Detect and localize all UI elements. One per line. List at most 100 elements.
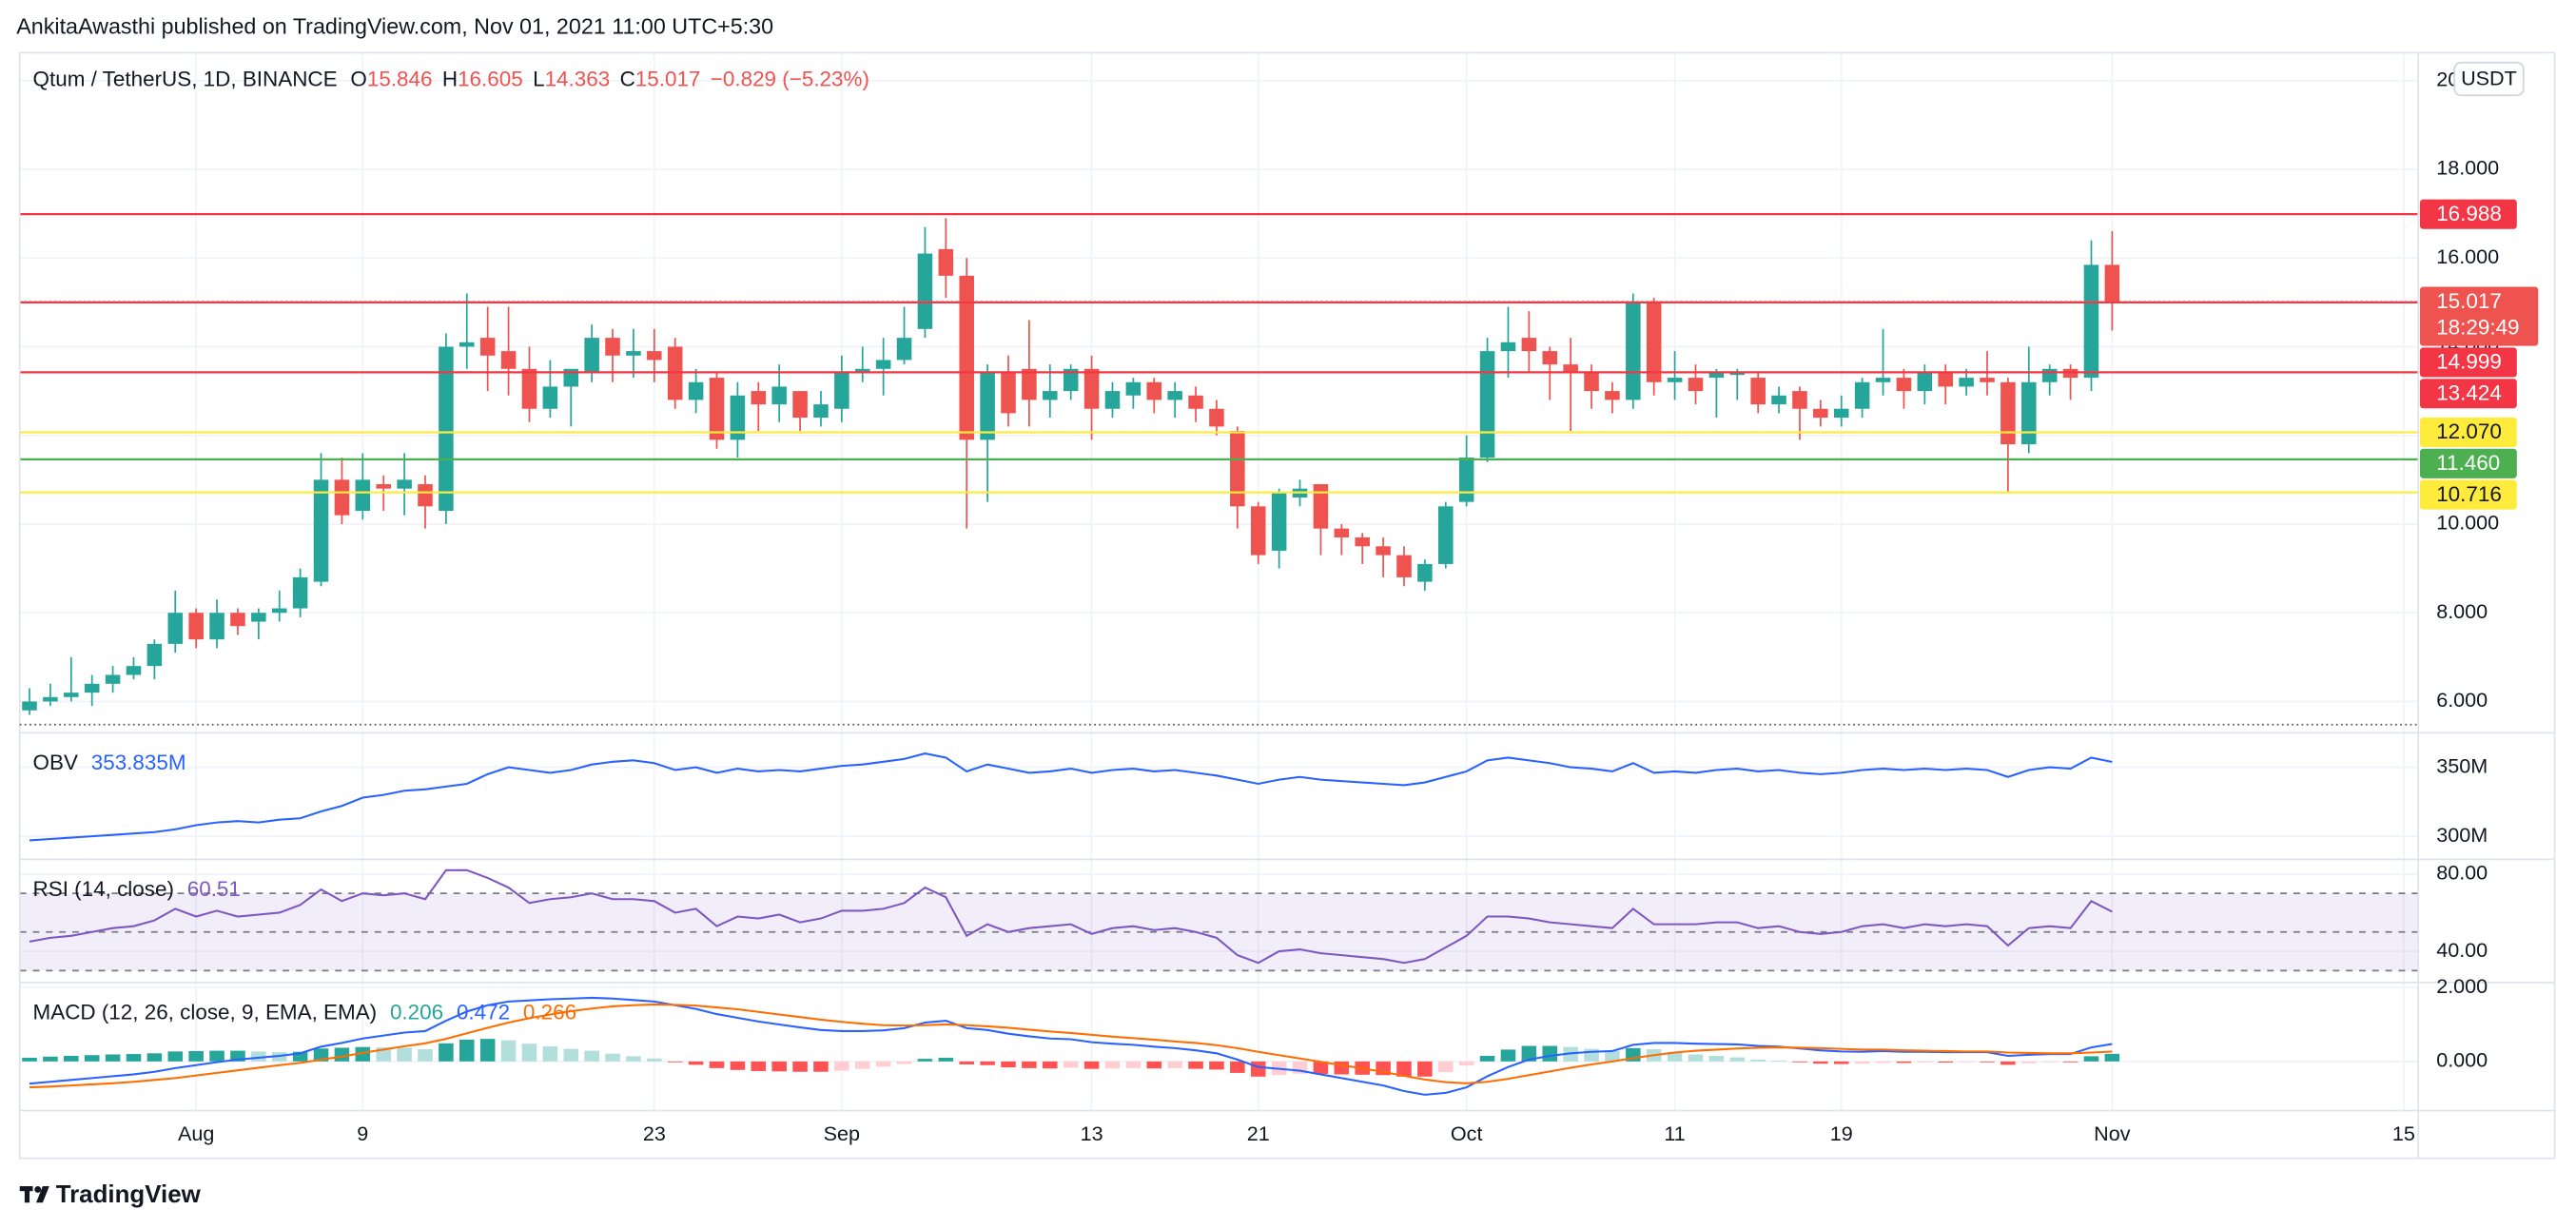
- candle-body: [105, 674, 121, 684]
- legend-value: 16.605: [458, 68, 523, 91]
- histogram-bar: [959, 1061, 974, 1064]
- candle-body: [355, 479, 371, 511]
- x-tick-label: 9: [357, 1122, 368, 1145]
- histogram-bar: [188, 1050, 204, 1062]
- candle-body: [959, 275, 974, 440]
- legend-key: H: [442, 68, 458, 91]
- candle-body: [1833, 408, 1849, 419]
- histogram-bar: [1688, 1054, 1704, 1062]
- histogram-bar: [1458, 1061, 1474, 1066]
- histogram-bar: [1729, 1057, 1746, 1062]
- price-label-box: [2419, 379, 2517, 409]
- candle-body: [1792, 391, 1807, 409]
- legend-value: 14.363: [545, 68, 611, 91]
- candle-body: [647, 351, 662, 361]
- candle-body: [1417, 563, 1433, 582]
- x-tick-label: 23: [643, 1122, 666, 1145]
- x-tick-label: 15: [2392, 1122, 2415, 1145]
- histogram-bar: [1980, 1061, 1995, 1063]
- x-tick-label: 11: [1664, 1122, 1685, 1145]
- candle-body: [1959, 378, 1974, 387]
- y-tick-label: 0.000: [2436, 1048, 2488, 1072]
- candle-body: [1479, 351, 1495, 458]
- histogram-bar: [626, 1056, 641, 1062]
- candle-body: [2021, 381, 2037, 445]
- legend-value: 353.835M: [91, 751, 186, 774]
- histogram-bar: [439, 1043, 454, 1062]
- histogram-bar: [667, 1061, 683, 1063]
- candle-body: [251, 613, 266, 622]
- candle-body: [1771, 395, 1786, 405]
- price-label-box: [2419, 448, 2517, 478]
- y-tick-label: 18.000: [2436, 156, 2499, 180]
- histogram-bar: [1771, 1061, 1786, 1062]
- candle-body: [2083, 264, 2099, 379]
- candle-body: [167, 613, 184, 644]
- candle-body: [439, 346, 454, 511]
- price-label: 15.017: [2436, 289, 2502, 313]
- histogram-bar: [896, 1061, 912, 1064]
- candle-body: [2104, 264, 2120, 302]
- y-tick-label: 10.000: [2436, 511, 2499, 535]
- histogram-bar: [418, 1049, 433, 1062]
- legend-key: L: [533, 68, 544, 91]
- candle-body: [1667, 378, 1683, 382]
- legend-change: −0.829 (−5.23%): [711, 68, 869, 91]
- publish-header: AnkitaAwasthi published on TradingView.c…: [16, 14, 773, 39]
- histogram-bar: [938, 1057, 954, 1062]
- histogram-bar: [355, 1046, 371, 1062]
- candle-body: [1334, 528, 1350, 537]
- candle-body: [1230, 431, 1245, 507]
- histogram-bar: [1500, 1049, 1516, 1062]
- price-label: 14.999: [2436, 350, 2502, 374]
- histogram-bar: [771, 1061, 787, 1072]
- histogram-bar: [209, 1050, 224, 1062]
- candle-body: [1271, 493, 1287, 551]
- candle-body: [292, 576, 308, 609]
- footer-logo: TradingView: [19, 1181, 202, 1208]
- legend-key: C: [620, 68, 635, 91]
- candle-body: [500, 351, 517, 369]
- legend: OBV 353.835M: [33, 751, 186, 774]
- currency-box: [2453, 61, 2525, 97]
- histogram-bar: [126, 1054, 142, 1062]
- indicator-line: [29, 1003, 2113, 1089]
- plot: [19, 213, 2419, 1096]
- histogram-bar: [751, 1061, 767, 1071]
- frame: [18, 51, 2556, 1160]
- legend-title: OBV: [33, 751, 78, 774]
- candle-body: [1043, 391, 1058, 400]
- candle-body: [1355, 536, 1370, 547]
- candle-body: [1209, 408, 1224, 427]
- candle-body: [1875, 378, 1891, 382]
- histogram-bar: [167, 1051, 184, 1062]
- histogram-bar: [479, 1039, 496, 1062]
- candle-body: [1626, 302, 1641, 400]
- y-tick-label: 16.000: [2436, 244, 2499, 268]
- histogram-bar: [1250, 1061, 1266, 1077]
- legend-value: 15.846: [367, 68, 433, 91]
- candle-body: [1521, 338, 1537, 352]
- histogram-bar: [1125, 1061, 1142, 1068]
- histogram-bar: [792, 1061, 808, 1072]
- candle-body: [43, 696, 58, 702]
- histogram-bar: [1792, 1061, 1807, 1063]
- candle-body: [1396, 555, 1412, 577]
- candle-body: [1813, 408, 1828, 419]
- candle-body: [418, 484, 433, 507]
- histogram-bar: [1750, 1059, 1766, 1062]
- candle-body: [2041, 368, 2058, 382]
- candle-body: [813, 404, 829, 419]
- legend-value: 60.51: [187, 877, 241, 901]
- histogram-bar: [1542, 1045, 1558, 1062]
- candle-body: [605, 338, 620, 356]
- histogram-bar: [1833, 1061, 1849, 1064]
- candle-body: [1605, 391, 1620, 400]
- x-tick-label: 21: [1247, 1122, 1270, 1145]
- candle-body: [1313, 484, 1329, 529]
- candle-body: [2000, 381, 2016, 445]
- legend-value: 15.017: [635, 68, 701, 91]
- candle-body: [1376, 546, 1391, 556]
